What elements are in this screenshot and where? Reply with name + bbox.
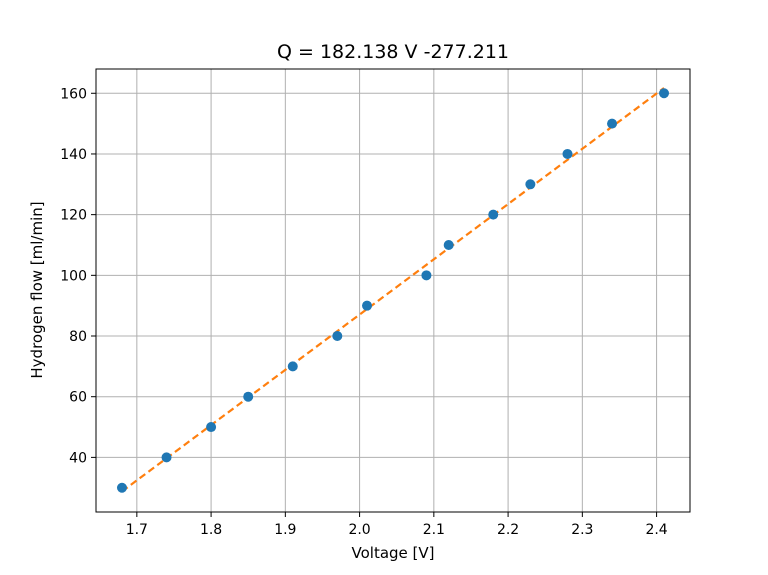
data-point [525, 179, 536, 190]
x-tick-label: 2.3 [571, 522, 593, 538]
data-point [332, 331, 343, 342]
data-point [116, 482, 127, 493]
y-tick-label: 140 [60, 147, 87, 163]
data-point [362, 300, 373, 311]
data-point [161, 452, 172, 463]
data-point [243, 391, 254, 402]
y-tick-label: 80 [69, 329, 87, 345]
grid-lines [96, 69, 690, 512]
axis-ticks: 1.7 1.8 1.9 2.0 2.1 2.2 2.3 2.4 40 60 80 100 120 140 1… [60, 86, 668, 538]
x-tick-label: 2.4 [645, 522, 667, 538]
y-tick-label: 100 [60, 268, 87, 284]
data-point [562, 148, 573, 159]
data-point [659, 88, 670, 99]
data-point [206, 422, 217, 433]
plot-frame [95, 68, 691, 513]
y-tick-label: 60 [69, 390, 87, 406]
x-tick-label: 1.8 [200, 522, 222, 538]
data-point [287, 361, 298, 372]
y-tick-label: 120 [60, 208, 87, 224]
chart-title: Q = 182.138 V -277.211 [277, 41, 509, 63]
y-tick-label: 160 [60, 86, 87, 102]
data-point [488, 209, 499, 220]
x-tick-label: 1.9 [274, 522, 296, 538]
data-point [443, 239, 454, 250]
data-point [607, 118, 618, 129]
y-axis-label: Hydrogen flow [ml/min] [28, 201, 46, 378]
y-tick-label: 40 [69, 450, 87, 466]
x-tick-label: 2.0 [348, 522, 370, 538]
data-point [421, 270, 432, 281]
x-tick-label: 2.1 [423, 522, 445, 538]
x-tick-label: 2.2 [497, 522, 519, 538]
x-tick-label: 1.7 [126, 522, 148, 538]
x-axis-label: Voltage [V] [352, 544, 435, 562]
data-points [116, 88, 670, 493]
